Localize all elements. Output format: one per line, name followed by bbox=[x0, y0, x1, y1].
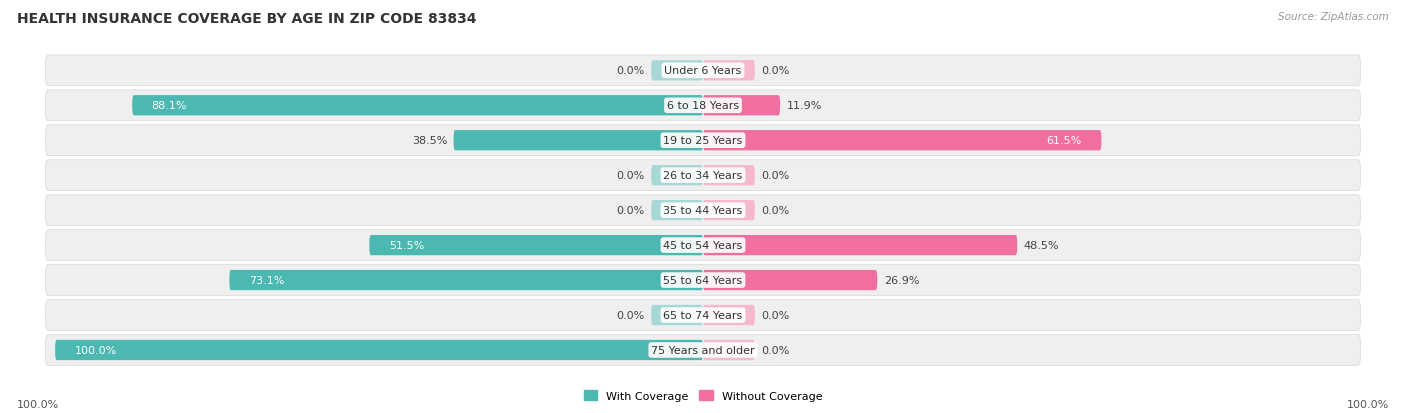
Text: HEALTH INSURANCE COVERAGE BY AGE IN ZIP CODE 83834: HEALTH INSURANCE COVERAGE BY AGE IN ZIP … bbox=[17, 12, 477, 26]
Text: 35 to 44 Years: 35 to 44 Years bbox=[664, 206, 742, 216]
FancyBboxPatch shape bbox=[55, 340, 703, 360]
FancyBboxPatch shape bbox=[45, 335, 1361, 366]
FancyBboxPatch shape bbox=[651, 61, 703, 81]
Text: 100.0%: 100.0% bbox=[75, 345, 117, 355]
FancyBboxPatch shape bbox=[45, 265, 1361, 296]
FancyBboxPatch shape bbox=[703, 235, 1017, 256]
FancyBboxPatch shape bbox=[45, 195, 1361, 226]
Text: 0.0%: 0.0% bbox=[761, 206, 790, 216]
FancyBboxPatch shape bbox=[45, 160, 1361, 191]
FancyBboxPatch shape bbox=[229, 270, 703, 290]
FancyBboxPatch shape bbox=[651, 166, 703, 186]
Text: 19 to 25 Years: 19 to 25 Years bbox=[664, 136, 742, 146]
Text: Under 6 Years: Under 6 Years bbox=[665, 66, 741, 76]
Text: 45 to 54 Years: 45 to 54 Years bbox=[664, 240, 742, 251]
FancyBboxPatch shape bbox=[651, 305, 703, 325]
FancyBboxPatch shape bbox=[703, 201, 755, 221]
Text: 26.9%: 26.9% bbox=[884, 275, 920, 285]
Text: 100.0%: 100.0% bbox=[1347, 399, 1389, 409]
FancyBboxPatch shape bbox=[703, 166, 755, 186]
Text: 75 Years and older: 75 Years and older bbox=[651, 345, 755, 355]
FancyBboxPatch shape bbox=[454, 131, 703, 151]
Text: 6 to 18 Years: 6 to 18 Years bbox=[666, 101, 740, 111]
Text: 0.0%: 0.0% bbox=[616, 310, 645, 320]
Text: 100.0%: 100.0% bbox=[17, 399, 59, 409]
FancyBboxPatch shape bbox=[45, 91, 1361, 121]
FancyBboxPatch shape bbox=[45, 300, 1361, 330]
Text: 51.5%: 51.5% bbox=[389, 240, 425, 251]
FancyBboxPatch shape bbox=[703, 131, 1101, 151]
Text: 38.5%: 38.5% bbox=[412, 136, 447, 146]
Legend: With Coverage, Without Coverage: With Coverage, Without Coverage bbox=[579, 386, 827, 405]
FancyBboxPatch shape bbox=[703, 61, 755, 81]
FancyBboxPatch shape bbox=[45, 126, 1361, 156]
Text: 0.0%: 0.0% bbox=[761, 310, 790, 320]
FancyBboxPatch shape bbox=[703, 340, 755, 360]
FancyBboxPatch shape bbox=[703, 96, 780, 116]
Text: 0.0%: 0.0% bbox=[761, 345, 790, 355]
Text: 0.0%: 0.0% bbox=[761, 66, 790, 76]
FancyBboxPatch shape bbox=[370, 235, 703, 256]
Text: 65 to 74 Years: 65 to 74 Years bbox=[664, 310, 742, 320]
Text: 73.1%: 73.1% bbox=[249, 275, 284, 285]
Text: 0.0%: 0.0% bbox=[616, 206, 645, 216]
FancyBboxPatch shape bbox=[45, 230, 1361, 261]
Text: 0.0%: 0.0% bbox=[616, 66, 645, 76]
FancyBboxPatch shape bbox=[132, 96, 703, 116]
Text: 11.9%: 11.9% bbox=[786, 101, 823, 111]
Text: 61.5%: 61.5% bbox=[1046, 136, 1083, 146]
FancyBboxPatch shape bbox=[703, 270, 877, 290]
Text: 88.1%: 88.1% bbox=[152, 101, 187, 111]
Text: 0.0%: 0.0% bbox=[616, 171, 645, 181]
Text: 0.0%: 0.0% bbox=[761, 171, 790, 181]
Text: 48.5%: 48.5% bbox=[1024, 240, 1059, 251]
FancyBboxPatch shape bbox=[651, 201, 703, 221]
Text: Source: ZipAtlas.com: Source: ZipAtlas.com bbox=[1278, 12, 1389, 22]
Text: 55 to 64 Years: 55 to 64 Years bbox=[664, 275, 742, 285]
FancyBboxPatch shape bbox=[703, 305, 755, 325]
FancyBboxPatch shape bbox=[45, 56, 1361, 86]
Text: 26 to 34 Years: 26 to 34 Years bbox=[664, 171, 742, 181]
